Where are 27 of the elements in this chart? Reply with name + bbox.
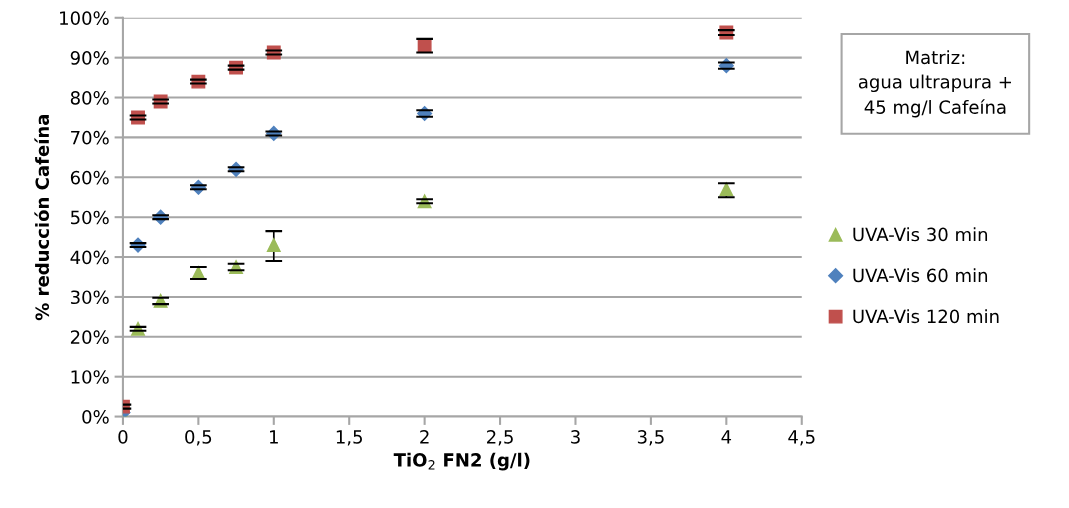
legend-label: UVA-Vis 30 min xyxy=(853,227,988,242)
y-tick-label: 70% xyxy=(71,130,109,145)
x-tick-label: 0,5 xyxy=(185,430,212,446)
y-tick-label: 100% xyxy=(60,11,109,25)
x-tick-label: 4 xyxy=(721,430,732,444)
y-tick-label: 90% xyxy=(70,51,109,65)
y-tick-label: 0% xyxy=(82,410,109,424)
y-tick-label: 50% xyxy=(71,210,109,225)
y-tick-label: 80% xyxy=(70,91,109,105)
x-tick-label: 3,5 xyxy=(637,430,664,446)
x-tick-label: 1 xyxy=(270,430,278,444)
legend-label: UVA-Vis 120 min xyxy=(853,309,999,324)
text: Matriz: agua ultrapura + 45 mg/l Cafeína xyxy=(858,50,1011,118)
x-tick-label: 2 xyxy=(420,430,429,444)
x-tick-label: 0 xyxy=(118,430,128,444)
x-tick-label: 4,5 xyxy=(788,430,815,446)
y-tick-label: 20% xyxy=(70,330,109,344)
y-tick-label: 30% xyxy=(70,290,109,305)
y-tick-label: 10% xyxy=(71,370,109,384)
x-tick-label: 3 xyxy=(571,430,580,444)
x-tick-label: 2,5 xyxy=(487,430,513,446)
x-tick-label: 1,5 xyxy=(336,430,362,446)
y-tick-label: 60% xyxy=(70,170,109,185)
legend-label: UVA-Vis 60 min xyxy=(853,268,988,283)
y-tick-label: 40% xyxy=(70,250,109,265)
x-axis-title: TiO$_{2}$ FN2 (g/l) xyxy=(393,452,530,471)
y-axis-title: % reducción Cafeína xyxy=(34,114,50,321)
